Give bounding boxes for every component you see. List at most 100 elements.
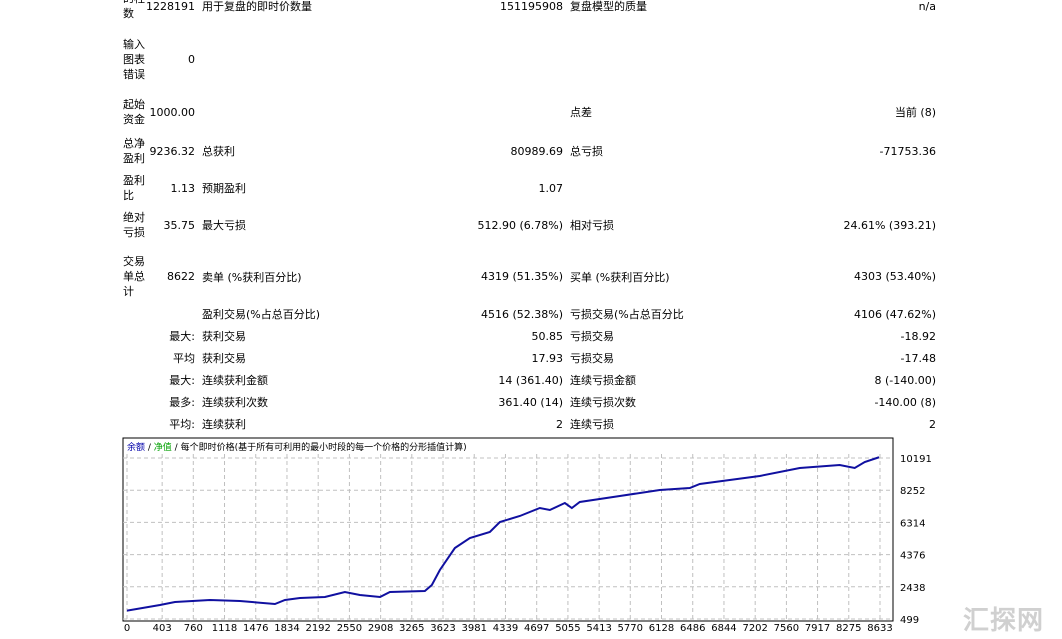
row-value: 1228191 — [146, 0, 195, 13]
watermark-logo: 汇探网 — [962, 606, 1044, 636]
row-value-3: n/a — [918, 0, 936, 13]
x-tick-label: 5413 — [586, 623, 611, 634]
x-tick-label: 7917 — [805, 623, 830, 634]
report-row: 输入图表错误 0 — [0, 37, 1062, 82]
row-label-3: 总亏损 — [570, 145, 603, 158]
row-value-2: 4516 (52.38%) — [480, 307, 563, 321]
row-value-3: -18.92 — [900, 329, 936, 343]
row-value-2: 2 — [556, 417, 563, 431]
report-row: 绝对亏损 35.75 最大亏损 512.90 (6.78%) 相对亏损 24.61% (3… — [0, 210, 1062, 240]
report-row: 起始资金 1000.00 点差 当前 (8) — [0, 97, 1062, 127]
row-value-3: 4303 (53.40%) — [853, 270, 936, 283]
row-label: 总净盈利 — [123, 137, 145, 165]
row-value-3: -140.00 (8) — [874, 395, 936, 409]
plot-area — [122, 437, 894, 622]
row-value: 1.13 — [170, 181, 196, 195]
row-value-2: 512.90 (6.78%) — [477, 218, 563, 232]
x-tick-label: 3623 — [430, 623, 455, 634]
row-sublabel: 最多: — [169, 396, 195, 409]
row-value-3: -71753.36 — [879, 144, 936, 158]
x-tick-label: 8275 — [836, 623, 861, 634]
report-row: 盈利比 1.13 预期盈利 1.07 — [0, 173, 1062, 203]
row-label-2: 获利交易 — [202, 330, 246, 343]
row-label-3: 相对亏损 — [570, 219, 614, 232]
x-tick-label: 1476 — [243, 623, 268, 634]
row-value-3: 24.61% (393.21) — [843, 218, 936, 232]
row-value-2: 361.40 (14) — [498, 395, 563, 409]
row-value-2: 50.85 — [531, 329, 564, 343]
row-value: 0 — [188, 53, 195, 66]
row-value-3: 当前 (8) — [894, 106, 936, 119]
report-row: 最大: 连续获利金额 14 (361.40) 连续亏损金额 8 (-140.00) — [0, 372, 1062, 388]
row-sublabel: 平均: — [169, 418, 195, 431]
row-label-3: 点差 — [570, 106, 592, 119]
row-label-2: 连续获利金额 — [202, 374, 268, 387]
legend-balance: 余额 — [127, 441, 145, 453]
row-label-2: 卖单 (%获利百分比) — [202, 270, 302, 284]
report-row: 总净盈利 9236.32 总获利 80989.69 总亏损 -71753.36 — [0, 136, 1062, 166]
x-tick-label: 403 — [153, 623, 172, 634]
row-value-2: 151195908 — [500, 0, 563, 13]
row-label-2: 总获利 — [202, 145, 235, 158]
x-tick-label: 4339 — [493, 623, 518, 634]
report-row: 最大: 获利交易 50.85 亏损交易 -18.92 — [0, 328, 1062, 344]
report-row: 最多: 连续获利次数 361.40 (14) 连续亏损次数 -140.00 (8) — [0, 394, 1062, 410]
row-label: 起始资金 — [123, 98, 145, 126]
row-label-3: 连续亏损次数 — [570, 396, 636, 409]
balance-line — [126, 456, 880, 612]
row-value-3: 4106 (47.62%) — [853, 307, 936, 321]
row-value-3: -17.48 — [900, 351, 936, 365]
chart-legend: 余额 / 净值 / 每个即时价格(基于所有可利用的最小时段的每一个价格的分形插值… — [127, 441, 467, 453]
row-label-3: 复盘模型的质量 — [570, 0, 647, 13]
row-value-2: 14 (361.40) — [498, 373, 563, 387]
row-label-2: 连续获利次数 — [202, 396, 268, 409]
row-label-2: 获利交易 — [202, 352, 246, 365]
row-label-3: 买单 (%获利百分比) — [570, 270, 670, 284]
row-label-2: 连续获利 — [202, 418, 246, 431]
x-tick-label: 760 — [184, 623, 203, 634]
row-label-3: 连续亏损金额 — [570, 374, 636, 387]
y-tick-label: 4376 — [900, 551, 925, 562]
legend-equity: 净值 — [154, 441, 172, 453]
row-value-2: 4319 (51.35%) — [480, 270, 563, 283]
x-tick-label: 1834 — [274, 623, 299, 634]
row-value: 8622 — [167, 270, 195, 283]
x-tick-label: 3265 — [399, 623, 424, 634]
row-sublabel: 最大: — [169, 374, 195, 387]
row-label-2: 预期盈利 — [202, 182, 246, 195]
x-tick-label: 8633 — [867, 623, 892, 634]
row-label-3: 亏损交易(%占总百分比 — [570, 308, 684, 321]
row-label: 交易单总计 — [123, 255, 145, 298]
x-tick-label: 3981 — [462, 623, 487, 634]
legend-model: 每个即时价格(基于所有可利用的最小时段的每一个价格的分形插值计算) — [181, 441, 467, 453]
x-tick-label: 2550 — [337, 623, 362, 634]
y-tick-label: 499 — [900, 615, 919, 626]
y-tick-label: 10191 — [900, 454, 932, 465]
report-row: 平均 获利交易 17.93 亏损交易 -17.48 — [0, 350, 1062, 366]
row-value-2: 17.93 — [531, 351, 564, 365]
report-row: 交易单总计 8622 卖单 (%获利百分比) 4319 (51.35%) 买单 (%获利… — [0, 254, 1062, 299]
row-value-3: 2 — [929, 417, 936, 431]
row-value: 35.75 — [163, 218, 196, 232]
x-tick-label: 2192 — [305, 623, 330, 634]
row-value: 9236.32 — [149, 144, 196, 158]
report-row: 平均: 连续获利 2 连续亏损 2 — [0, 416, 1062, 432]
row-label-3: 连续亏损 — [570, 418, 614, 431]
x-tick-label: 5770 — [618, 623, 643, 634]
legend-sep: / — [172, 443, 181, 453]
row-value: 1000.00 — [149, 105, 196, 119]
row-label-2: 最大亏损 — [202, 219, 246, 232]
row-value-3: 8 (-140.00) — [874, 373, 936, 387]
y-tick-label: 8252 — [900, 486, 925, 497]
x-tick-label: 7560 — [774, 623, 799, 634]
row-label: 的柱数 — [123, 0, 145, 20]
row-label-2: 盈利交易(%占总百分比) — [202, 308, 321, 321]
row-label: 输入图表错误 — [123, 38, 145, 81]
legend-sep: / — [145, 443, 154, 453]
report-row: 的柱数1228191 用于复盘的即时价数量 151195908 复盘模型的质量 n/a — [0, 0, 1062, 21]
row-label-3: 亏损交易 — [570, 330, 614, 343]
row-value-2: 1.07 — [538, 181, 564, 195]
report-row: 盈利交易(%占总百分比) 4516 (52.38%) 亏损交易(%占总百分比 4106… — [0, 306, 1062, 322]
row-sublabel: 最大: — [169, 330, 195, 343]
